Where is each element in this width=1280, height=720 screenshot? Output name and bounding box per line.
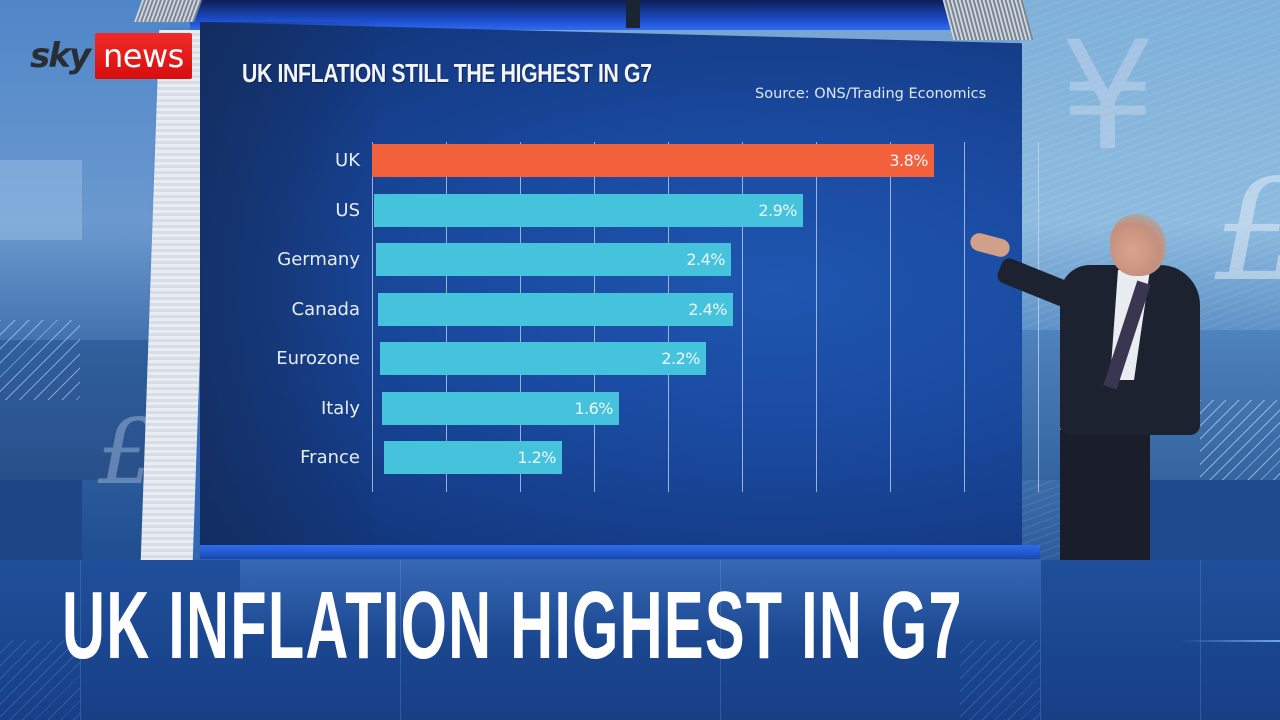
presenter-head xyxy=(1110,214,1166,276)
bar-france: 1.2% xyxy=(384,441,562,474)
category-label: Germany xyxy=(277,249,360,270)
presenter-pointing-hand xyxy=(968,231,1012,259)
headline: UK INFLATION HIGHEST IN G7 xyxy=(62,572,963,679)
presenter xyxy=(960,210,1210,560)
category-label: Canada xyxy=(291,298,361,320)
chart-title: UK INFLATION STILL THE HIGHEST IN G7 xyxy=(242,58,652,88)
banner-glow xyxy=(240,560,1040,640)
gridline xyxy=(372,142,373,492)
yen-sign-icon: ¥ xyxy=(1060,10,1156,184)
bar-value-label: 2.4% xyxy=(688,299,727,319)
ceiling-mount xyxy=(626,0,640,28)
hatch-pattern xyxy=(0,320,80,400)
bar-canada: 2.4% xyxy=(378,292,733,326)
bar-value-label: 1.2% xyxy=(517,448,556,467)
bar-italy: 1.6% xyxy=(382,391,619,425)
studio-light xyxy=(133,0,203,22)
floor-glow xyxy=(200,545,1040,559)
category-label: US xyxy=(335,199,360,221)
bar-uk: 3.8% xyxy=(372,144,934,177)
banner-accent-line xyxy=(1180,640,1280,642)
bar-value-label: 2.9% xyxy=(758,200,797,220)
hatch-pattern xyxy=(960,640,1040,720)
banner-divider xyxy=(1040,560,1120,720)
hatch-pattern xyxy=(1200,400,1280,480)
category-label: UK xyxy=(335,150,360,171)
video-wall-shade xyxy=(200,22,375,552)
logo-sky-text: sky xyxy=(30,36,91,76)
chart-source: Source: ONS/Trading Economics xyxy=(755,86,987,102)
logo-news-badge: news xyxy=(95,33,192,79)
gridline xyxy=(816,142,817,492)
banner-divider xyxy=(720,560,800,720)
pound-sign-icon: £ xyxy=(1215,150,1280,313)
bar-eurozone: 2.2% xyxy=(380,342,706,375)
bar-value-label: 3.8% xyxy=(889,151,928,170)
banner-divider xyxy=(400,560,480,720)
bar-value-label: 1.6% xyxy=(574,398,613,418)
presenter-legs xyxy=(1060,430,1150,560)
bar-value-label: 2.2% xyxy=(661,349,700,368)
sky-news-logo: sky news xyxy=(30,33,192,79)
decorative-panel xyxy=(0,160,82,240)
hatch-pattern xyxy=(0,640,80,720)
bar-chart: UK 3.8% US 2.9% Germany 2.4% Canada 2.4% Eurozon… xyxy=(276,142,1039,492)
gridline xyxy=(742,142,743,492)
bar-value-label: 2.4% xyxy=(686,250,725,269)
banner-divider xyxy=(80,560,160,720)
bar-germany: 2.4% xyxy=(376,243,731,276)
studio-light xyxy=(942,0,1034,40)
lower-third-banner xyxy=(0,560,1280,720)
category-label: Italy xyxy=(320,397,360,419)
gridline xyxy=(964,142,965,492)
bar-us: 2.9% xyxy=(374,193,803,227)
decorative-panel xyxy=(0,480,82,560)
gridline xyxy=(1038,142,1039,492)
category-label: France xyxy=(300,447,360,468)
category-label: Eurozone xyxy=(276,348,360,369)
gridline xyxy=(890,142,891,492)
